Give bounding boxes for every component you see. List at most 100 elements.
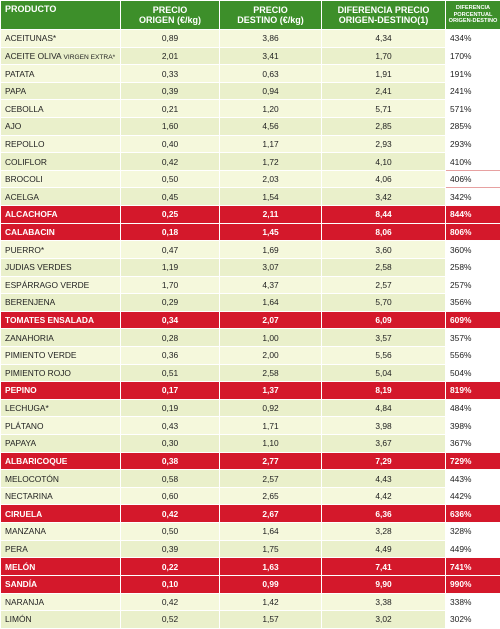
cell-porcentaje: 741% <box>446 558 500 576</box>
cell-precio-destino: 4,37 <box>220 276 322 294</box>
cell-diferencia: 2,41 <box>322 82 446 100</box>
cell-porcentaje: 357% <box>446 329 500 347</box>
cell-porcentaje: 293% <box>446 135 500 153</box>
cell-producto: ACEITUNAS* <box>1 30 121 48</box>
cell-precio-origen: 0,51 <box>121 364 220 382</box>
cell-producto: BROCOLI <box>1 170 121 188</box>
producto-label: MANZANA <box>5 526 46 536</box>
cell-porcentaje: 729% <box>446 452 500 470</box>
cell-porcentaje: 636% <box>446 505 500 523</box>
cell-diferencia: 5,71 <box>322 100 446 118</box>
cell-producto: TOMATES ENSALADA <box>1 311 121 329</box>
producto-label: NECTARINA <box>5 491 53 501</box>
cell-diferencia: 4,10 <box>322 153 446 171</box>
cell-precio-destino: 4,56 <box>220 118 322 136</box>
producto-label: BERENJENA <box>5 297 55 307</box>
cell-precio-origen: 1,60 <box>121 118 220 136</box>
cell-diferencia: 3,98 <box>322 417 446 435</box>
cell-diferencia: 7,29 <box>322 452 446 470</box>
cell-precio-origen: 0,34 <box>121 311 220 329</box>
cell-precio-origen: 0,21 <box>121 100 220 118</box>
cell-diferencia: 4,34 <box>322 30 446 48</box>
producto-label: MELOCOTÓN <box>5 474 59 484</box>
cell-precio-destino: 3,86 <box>220 30 322 48</box>
cell-producto: ACELGA <box>1 188 121 206</box>
cell-precio-destino: 1,72 <box>220 153 322 171</box>
cell-precio-destino: 1,57 <box>220 611 322 629</box>
cell-porcentaje: 257% <box>446 276 500 294</box>
cell-diferencia: 7,41 <box>322 558 446 576</box>
cell-precio-origen: 0,50 <box>121 170 220 188</box>
cell-porcentaje: 360% <box>446 241 500 259</box>
cell-diferencia: 5,70 <box>322 294 446 312</box>
cell-precio-destino: 1,54 <box>220 188 322 206</box>
cell-precio-origen: 0,30 <box>121 435 220 453</box>
cell-precio-origen: 0,60 <box>121 487 220 505</box>
producto-label: BROCOLI <box>5 174 43 184</box>
cell-precio-origen: 0,47 <box>121 241 220 259</box>
cell-precio-origen: 0,39 <box>121 82 220 100</box>
cell-precio-origen: 0,18 <box>121 223 220 241</box>
producto-label: CEBOLLA <box>5 104 44 114</box>
cell-diferencia: 4,49 <box>322 540 446 558</box>
cell-precio-destino: 2,57 <box>220 470 322 488</box>
cell-producto: PERA <box>1 540 121 558</box>
cell-precio-destino: 3,41 <box>220 47 322 65</box>
cell-precio-origen: 0,17 <box>121 382 220 400</box>
producto-label: ACEITUNAS* <box>5 33 56 43</box>
cell-diferencia: 3,67 <box>322 435 446 453</box>
cell-diferencia: 4,84 <box>322 399 446 417</box>
cell-precio-destino: 1,63 <box>220 558 322 576</box>
cell-diferencia: 8,06 <box>322 223 446 241</box>
producto-label: COLIFLOR <box>5 157 47 167</box>
producto-label: PIMIENTO ROJO <box>5 368 71 378</box>
cell-diferencia: 2,58 <box>322 258 446 276</box>
cell-precio-origen: 0,36 <box>121 346 220 364</box>
cell-precio-destino: 2,03 <box>220 170 322 188</box>
cell-porcentaje: 990% <box>446 575 500 593</box>
cell-precio-origen: 0,50 <box>121 523 220 541</box>
cell-precio-destino: 2,11 <box>220 206 322 224</box>
cell-diferencia: 6,09 <box>322 311 446 329</box>
cell-precio-destino: 2,58 <box>220 364 322 382</box>
cell-precio-destino: 0,94 <box>220 82 322 100</box>
cell-precio-destino: 1,45 <box>220 223 322 241</box>
cell-producto: MELOCOTÓN <box>1 470 121 488</box>
cell-producto: ALBARICOQUE <box>1 452 121 470</box>
cell-porcentaje: 556% <box>446 346 500 364</box>
cell-diferencia: 2,57 <box>322 276 446 294</box>
cell-precio-origen: 0,29 <box>121 294 220 312</box>
cell-precio-origen: 0,45 <box>121 188 220 206</box>
producto-label: SANDÍA <box>5 579 37 589</box>
cell-diferencia: 4,42 <box>322 487 446 505</box>
producto-label: PLÁTANO <box>5 421 43 431</box>
cell-producto: MELÓN <box>1 558 121 576</box>
cell-diferencia: 2,85 <box>322 118 446 136</box>
cell-porcentaje: 328% <box>446 523 500 541</box>
cell-producto: PAPAYA <box>1 435 121 453</box>
cell-porcentaje: 609% <box>446 311 500 329</box>
cell-producto: PATATA <box>1 65 121 83</box>
cell-producto: ALCACHOFA <box>1 206 121 224</box>
cell-producto: PIMIENTO ROJO <box>1 364 121 382</box>
producto-label: LECHUGA* <box>5 403 49 413</box>
cell-porcentaje: 442% <box>446 487 500 505</box>
producto-label: PERA <box>5 544 28 554</box>
